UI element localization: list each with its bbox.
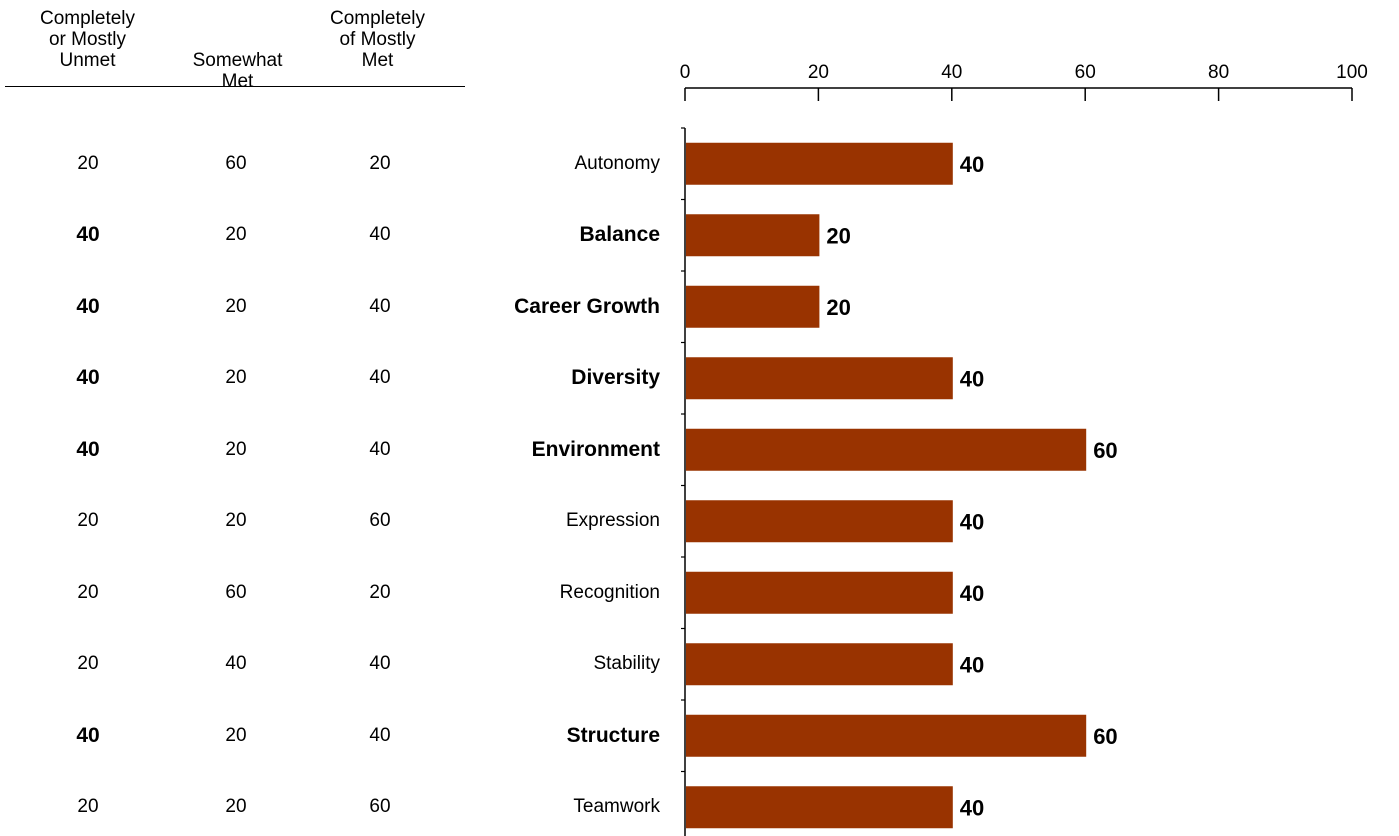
bar bbox=[686, 643, 953, 686]
x-tick-label: 20 bbox=[808, 62, 829, 83]
cell-met: 60 bbox=[369, 796, 391, 818]
bar bbox=[686, 428, 1087, 471]
category-label: Career Growth bbox=[514, 294, 660, 318]
cell-unmet: 20 bbox=[77, 653, 99, 675]
category-label: Autonomy bbox=[574, 152, 660, 174]
category-label: Diversity bbox=[571, 366, 660, 390]
x-tick-label: 80 bbox=[1208, 62, 1229, 83]
cell-somewhat: 20 bbox=[225, 438, 247, 460]
data-label: 60 bbox=[1093, 724, 1117, 749]
cell-somewhat: 20 bbox=[225, 367, 247, 389]
bar bbox=[686, 571, 953, 614]
cell-met: 40 bbox=[369, 438, 391, 460]
header-met-line-2: of Mostly bbox=[339, 29, 416, 50]
data-label: 20 bbox=[826, 223, 850, 248]
data-label: 40 bbox=[960, 366, 984, 391]
cell-unmet: 40 bbox=[76, 366, 100, 390]
cell-somewhat: 40 bbox=[225, 653, 247, 675]
cell-unmet: 40 bbox=[76, 723, 100, 747]
header-unmet-line-1: Completely bbox=[39, 8, 136, 29]
header-unmet-line-3: Unmet bbox=[59, 50, 116, 71]
data-label: 40 bbox=[960, 652, 984, 677]
cell-somewhat: 60 bbox=[225, 581, 247, 603]
data-label: 60 bbox=[1093, 438, 1117, 463]
bar bbox=[686, 214, 820, 257]
header-unmet-line-2: or Mostly bbox=[48, 29, 127, 50]
cell-somewhat: 60 bbox=[225, 152, 247, 174]
category-label: Environment bbox=[531, 437, 660, 461]
table-body: 20 60 20 40 20 40 40 20 40 40 20 40 40 20 40 20 20 60 20 60… bbox=[0, 0, 470, 836]
cell-met: 40 bbox=[369, 653, 391, 675]
data-label: 40 bbox=[960, 509, 984, 534]
header-met-line-1: Completely bbox=[329, 8, 426, 29]
data-label: 40 bbox=[960, 581, 984, 606]
category-label: Teamwork bbox=[573, 796, 660, 818]
category-label: Recognition bbox=[559, 581, 660, 603]
category-label: Structure bbox=[566, 723, 660, 747]
cell-somewhat: 20 bbox=[225, 224, 247, 246]
cell-met: 40 bbox=[369, 724, 391, 746]
cell-somewhat: 20 bbox=[225, 724, 247, 746]
bar bbox=[686, 142, 953, 185]
header-divider bbox=[5, 86, 465, 87]
x-tick-label: 40 bbox=[941, 62, 962, 83]
cell-unmet: 20 bbox=[77, 796, 99, 818]
cell-met: 40 bbox=[369, 224, 391, 246]
category-label: Balance bbox=[579, 223, 660, 247]
cell-somewhat: 20 bbox=[225, 295, 247, 317]
data-label: 40 bbox=[960, 152, 984, 177]
bar bbox=[686, 786, 953, 829]
bar bbox=[686, 285, 820, 328]
header-met: Completely of Mostly Met bbox=[320, 8, 435, 71]
cell-unmet: 40 bbox=[76, 294, 100, 318]
header-unmet: Completely or Mostly Unmet bbox=[30, 8, 145, 71]
cell-met: 40 bbox=[369, 367, 391, 389]
bar bbox=[686, 500, 953, 543]
cell-met: 20 bbox=[369, 581, 391, 603]
category-label: Stability bbox=[593, 653, 660, 675]
cell-unmet: 40 bbox=[76, 437, 100, 461]
category-label: Expression bbox=[566, 510, 660, 532]
cell-somewhat: 20 bbox=[225, 796, 247, 818]
bar bbox=[686, 714, 1087, 757]
x-tick-label: 100 bbox=[1336, 62, 1368, 83]
x-tick-label: 0 bbox=[680, 62, 691, 83]
cell-unmet: 20 bbox=[77, 581, 99, 603]
cell-somewhat: 20 bbox=[225, 510, 247, 532]
cell-unmet: 40 bbox=[76, 223, 100, 247]
cell-met: 20 bbox=[369, 152, 391, 174]
bar bbox=[686, 357, 953, 400]
category-labels: Autonomy Balance Career Growth Diversity Env… bbox=[0, 0, 660, 836]
header-met-line-3: Met bbox=[361, 50, 394, 71]
data-label: 20 bbox=[826, 295, 850, 320]
header-somewhat-line-1: Somewhat bbox=[192, 50, 283, 71]
cell-met: 60 bbox=[369, 510, 391, 532]
x-tick-label: 60 bbox=[1075, 62, 1096, 83]
cell-met: 40 bbox=[369, 295, 391, 317]
cell-unmet: 20 bbox=[77, 152, 99, 174]
cell-unmet: 20 bbox=[77, 510, 99, 532]
data-label: 40 bbox=[960, 795, 984, 820]
